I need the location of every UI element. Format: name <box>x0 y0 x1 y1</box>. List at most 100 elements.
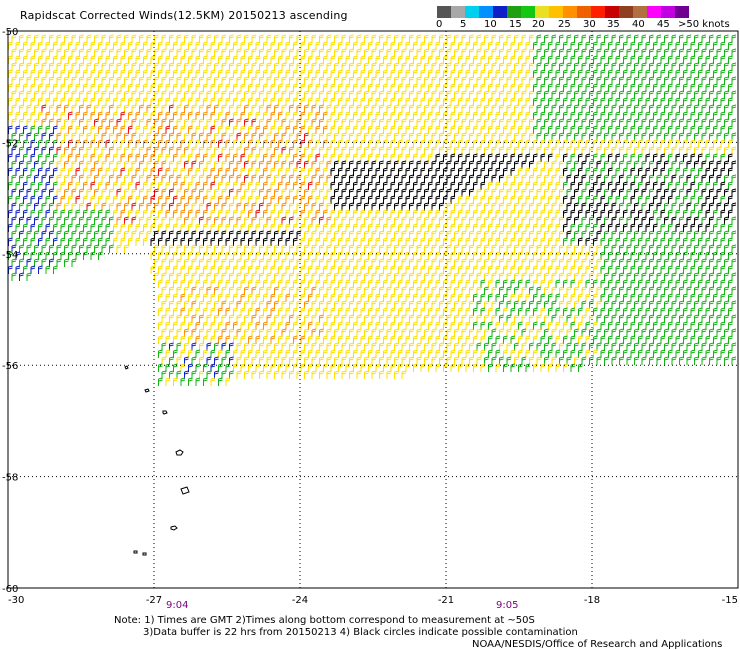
wind-barb <box>315 265 321 274</box>
wind-barb <box>184 104 189 113</box>
wind-barb <box>461 34 467 43</box>
wind-barb <box>90 195 96 204</box>
wind-barb <box>510 97 516 106</box>
wind-barb <box>266 216 272 225</box>
wind-barb <box>619 244 624 253</box>
wind-barb <box>15 237 21 246</box>
wind-barb <box>398 125 403 134</box>
wind-barb <box>604 258 609 267</box>
wind-barb <box>641 356 647 365</box>
wind-barb <box>563 167 568 176</box>
wind-barb <box>454 104 459 113</box>
wind-barb <box>514 90 519 99</box>
wind-barb <box>15 83 21 92</box>
wind-barb <box>225 321 231 330</box>
wind-barb <box>705 69 711 78</box>
wind-barb <box>394 230 399 239</box>
wind-barb <box>416 160 422 169</box>
wind-barb <box>64 132 69 141</box>
wind-barb <box>90 69 96 78</box>
wind-barb <box>64 216 69 225</box>
wind-barb <box>660 83 666 92</box>
wind-barb <box>473 349 478 358</box>
wind-barb <box>375 167 381 176</box>
wind-barb <box>518 97 523 106</box>
wind-barb <box>653 195 658 204</box>
wind-barb <box>409 244 414 253</box>
wind-barb <box>195 69 201 78</box>
wind-barb <box>233 181 238 190</box>
wind-barb <box>574 286 579 295</box>
wind-barb <box>371 328 377 337</box>
wind-barb <box>289 76 294 85</box>
wind-barb <box>338 223 343 232</box>
wind-barb <box>368 111 373 120</box>
wind-barb <box>86 202 92 211</box>
wind-barb <box>64 118 69 127</box>
wind-barb <box>683 293 688 302</box>
wind-barb <box>720 335 726 344</box>
wind-barb <box>293 293 298 302</box>
wind-barb <box>506 258 512 267</box>
wind-barb <box>233 279 238 288</box>
wind-barb <box>23 69 28 78</box>
wind-barb <box>623 335 628 344</box>
wind-barb <box>285 349 291 358</box>
wind-barb <box>731 174 737 183</box>
wind-barb <box>19 104 24 113</box>
wind-barb <box>611 146 617 155</box>
wind-barb <box>525 279 531 288</box>
wind-barb <box>454 188 459 197</box>
wind-barb <box>596 244 602 253</box>
wind-barb <box>341 202 347 211</box>
wind-barb <box>188 69 193 78</box>
wind-barb <box>83 167 88 176</box>
wind-barb <box>101 230 107 239</box>
wind-barb <box>420 195 426 204</box>
wind-barb <box>465 321 471 330</box>
wind-barb <box>630 125 636 134</box>
wind-barb <box>195 181 201 190</box>
wind-barb <box>461 342 467 351</box>
wind-barb <box>173 265 178 274</box>
wind-barb <box>544 90 549 99</box>
wind-barb <box>169 174 174 183</box>
wind-barb <box>251 216 257 225</box>
wind-barb <box>536 174 542 183</box>
wind-barb <box>705 111 711 120</box>
wind-barb <box>259 104 264 113</box>
wind-barb <box>293 153 298 162</box>
wind-barb <box>649 342 654 351</box>
wind-barb <box>281 34 287 43</box>
wind-barb <box>514 48 519 57</box>
wind-barb <box>484 286 489 295</box>
wind-barb <box>323 307 328 316</box>
wind-barb <box>731 300 737 309</box>
wind-barb <box>383 265 388 274</box>
wind-barb <box>360 279 366 288</box>
wind-barb <box>56 132 62 141</box>
wind-barb <box>293 251 298 260</box>
wind-barb <box>491 272 497 281</box>
wind-barb <box>285 335 291 344</box>
wind-barb <box>311 132 317 141</box>
wind-barb <box>101 104 107 113</box>
wind-barb <box>158 181 163 190</box>
wind-barb <box>604 328 609 337</box>
wind-barb <box>229 272 234 281</box>
wind-barb <box>619 314 624 323</box>
wind-barb <box>671 356 677 365</box>
wind-barb <box>701 202 707 211</box>
wind-barb <box>416 216 422 225</box>
wind-barb <box>19 34 24 43</box>
wind-barb <box>259 216 264 225</box>
wind-barb <box>698 83 703 92</box>
wind-barb <box>401 230 407 239</box>
wind-barb <box>563 97 568 106</box>
wind-barb <box>304 174 309 183</box>
wind-barb <box>356 160 362 169</box>
wind-barb <box>109 230 114 239</box>
wind-barb <box>401 286 407 295</box>
wind-barb <box>428 307 433 316</box>
wind-barb <box>641 300 647 309</box>
